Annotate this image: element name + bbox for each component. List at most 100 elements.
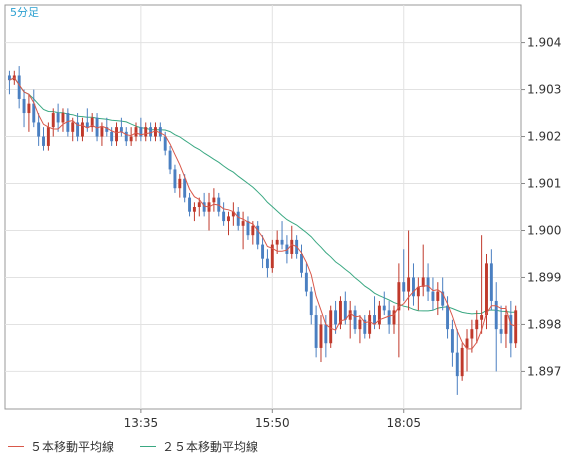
candle-down	[382, 305, 386, 311]
candle-down	[334, 310, 338, 325]
candle-down	[158, 127, 162, 137]
candle-up	[319, 324, 323, 348]
ma5-swatch	[8, 445, 24, 447]
candle-down	[450, 329, 454, 353]
candle-up	[358, 319, 362, 330]
candle-down	[304, 272, 308, 292]
candle-down	[105, 127, 109, 132]
candle-up	[270, 244, 274, 269]
plot-area	[4, 4, 522, 410]
candle-down	[363, 319, 367, 334]
candle-down	[246, 221, 250, 236]
candle-down	[261, 244, 265, 259]
candle-up	[197, 202, 201, 207]
candle-down	[222, 211, 226, 222]
candle-down	[353, 310, 357, 330]
y-tick-label: 1.900	[527, 223, 561, 237]
timeframe-label: 5分足	[10, 6, 39, 19]
candle-up	[251, 225, 255, 236]
candle-down	[124, 131, 128, 142]
y-tick-label: 1.904	[527, 36, 561, 50]
y-tick-label: 1.897	[527, 364, 561, 378]
candle-up	[407, 277, 411, 292]
candle-down	[256, 225, 260, 245]
x-tick-label: 15:50	[255, 416, 290, 430]
candle-down	[314, 315, 318, 348]
candle-up	[416, 286, 420, 297]
candle-up	[475, 319, 479, 330]
candle-down	[56, 113, 60, 123]
candle-down	[402, 282, 406, 292]
candle-up	[71, 122, 75, 132]
candle-down	[309, 291, 313, 316]
candle-up	[231, 211, 235, 217]
candle-down	[446, 305, 450, 330]
candle-down	[412, 277, 415, 297]
candle-up	[436, 291, 440, 301]
y-tick-label: 1.902	[527, 130, 561, 144]
candle-up	[290, 239, 294, 254]
y-tick-label: 1.901	[527, 177, 561, 191]
price-chart: 1.904 1.903 1.902 1.901 1.900 1.899 1.898 1.897…	[4, 4, 561, 430]
candle-down	[300, 253, 303, 273]
ma25-swatch	[140, 445, 157, 447]
candle-up	[144, 127, 148, 137]
candle-down	[168, 150, 172, 170]
candle-up	[421, 277, 425, 287]
y-tick-label: 1.898	[527, 317, 561, 331]
candle-up	[465, 338, 469, 348]
candle-down	[183, 178, 187, 198]
legend-item-ma5: ５本移動平均線	[8, 438, 114, 455]
candle-up	[504, 315, 508, 334]
candle-down	[119, 127, 123, 132]
candle-down	[343, 300, 347, 320]
candle-up	[368, 315, 372, 334]
candle-down	[265, 258, 269, 269]
ma5-line	[9, 77, 516, 350]
ma25-layer	[9, 77, 516, 315]
candle-down	[42, 136, 45, 146]
candle-down	[387, 310, 391, 325]
candle-down	[66, 113, 70, 132]
candle-up	[51, 113, 55, 128]
legend-label-ma25: ２５本移動平均線	[162, 439, 259, 454]
candle-up	[90, 117, 94, 128]
candle-down	[95, 117, 99, 137]
candle-up	[115, 127, 118, 142]
candle-down	[7, 75, 11, 81]
candle-down	[163, 136, 167, 151]
candle-up	[129, 136, 133, 142]
candle-up	[134, 127, 138, 137]
candle-down	[139, 127, 143, 137]
x-tick-label: 18:05	[386, 416, 421, 430]
x-tick-label: 13:35	[124, 416, 159, 430]
ma5-layer	[9, 77, 516, 350]
candle-down	[22, 98, 26, 114]
ma25-line	[9, 77, 516, 315]
candle-up	[514, 310, 518, 344]
legend-item-ma25: ２５本移動平均線	[140, 438, 258, 455]
candle-down	[236, 211, 240, 226]
candle-down	[149, 127, 153, 137]
candle-down	[509, 315, 513, 344]
candle-down	[32, 103, 36, 123]
legend-label-ma5: ５本移動平均線	[30, 439, 115, 454]
candle-up	[338, 300, 342, 325]
candle-down	[441, 291, 445, 306]
candle-down	[324, 324, 328, 344]
x-axis: 13:35 15:50 18:05	[124, 409, 421, 430]
candle-down	[17, 75, 21, 99]
candle-down	[76, 122, 80, 137]
candle-up	[154, 127, 157, 137]
y-axis: 1.904 1.903 1.902 1.901 1.900 1.899 1.898 1.897	[521, 36, 561, 378]
candle-up	[192, 207, 196, 212]
candle-up	[212, 197, 216, 203]
candle-down	[285, 244, 289, 254]
candle-down	[494, 300, 498, 330]
candle-up	[470, 329, 474, 339]
candle-up	[61, 113, 65, 123]
candle-up	[275, 239, 279, 245]
candle-up	[480, 315, 484, 320]
candle-up	[329, 310, 333, 344]
